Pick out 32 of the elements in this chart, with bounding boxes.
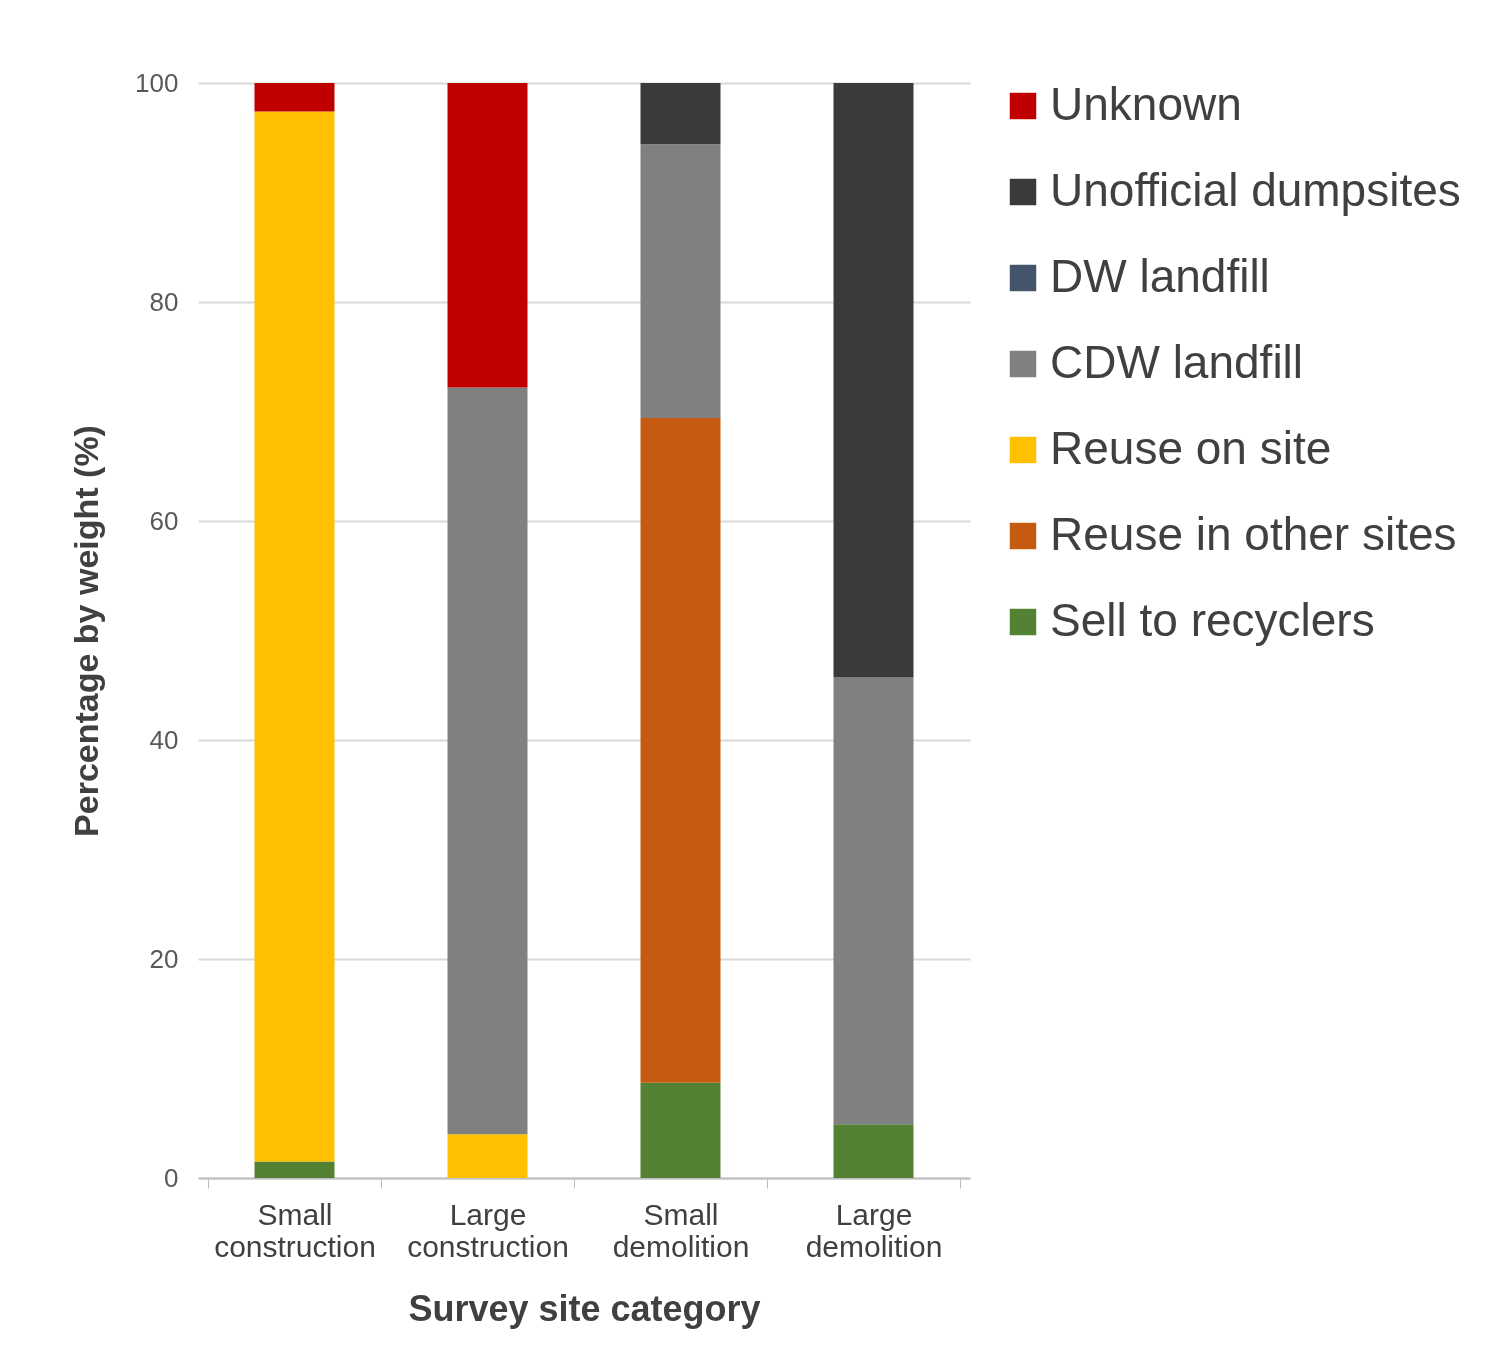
- y-tick-label: 20: [149, 943, 179, 974]
- legend-label: Reuse in other sites: [1050, 508, 1457, 560]
- y-axis-title: Percentage by weight (%): [67, 425, 106, 837]
- bar: [447, 1134, 528, 1178]
- bar: [447, 83, 528, 388]
- x-tick-label: Large construction: [407, 1197, 569, 1263]
- legend-label: Unknown: [1050, 78, 1242, 130]
- bar: [254, 1161, 335, 1178]
- bar: [640, 144, 721, 419]
- x-tick-label: Small construction: [214, 1197, 376, 1263]
- legend-label: Sell to recyclers: [1050, 594, 1375, 646]
- bar: [640, 83, 721, 145]
- bar: [833, 83, 914, 678]
- y-tick-label: 100: [135, 67, 179, 98]
- y-tick-label: 40: [149, 724, 179, 755]
- legend-label: DW landfill: [1050, 250, 1270, 302]
- x-axis-title: Survey site category: [408, 1287, 761, 1329]
- bar: [640, 418, 721, 1083]
- bar: [640, 1082, 721, 1178]
- bar: [833, 1124, 914, 1178]
- legend-label: Reuse on site: [1050, 422, 1332, 474]
- y-tick-label: 80: [149, 286, 179, 317]
- bar: [447, 387, 528, 1135]
- legend-label: Unofficial dumpsites: [1050, 164, 1461, 216]
- bar: [254, 111, 335, 1162]
- legend-label: CDW landfill: [1050, 336, 1304, 388]
- x-tick-label: Large demolition: [805, 1197, 943, 1263]
- y-tick-label: 60: [149, 505, 179, 536]
- x-tick-label: Small demolition: [612, 1197, 750, 1263]
- bar: [254, 83, 335, 112]
- bar: [833, 677, 914, 1125]
- y-tick-label: 0: [164, 1162, 179, 1193]
